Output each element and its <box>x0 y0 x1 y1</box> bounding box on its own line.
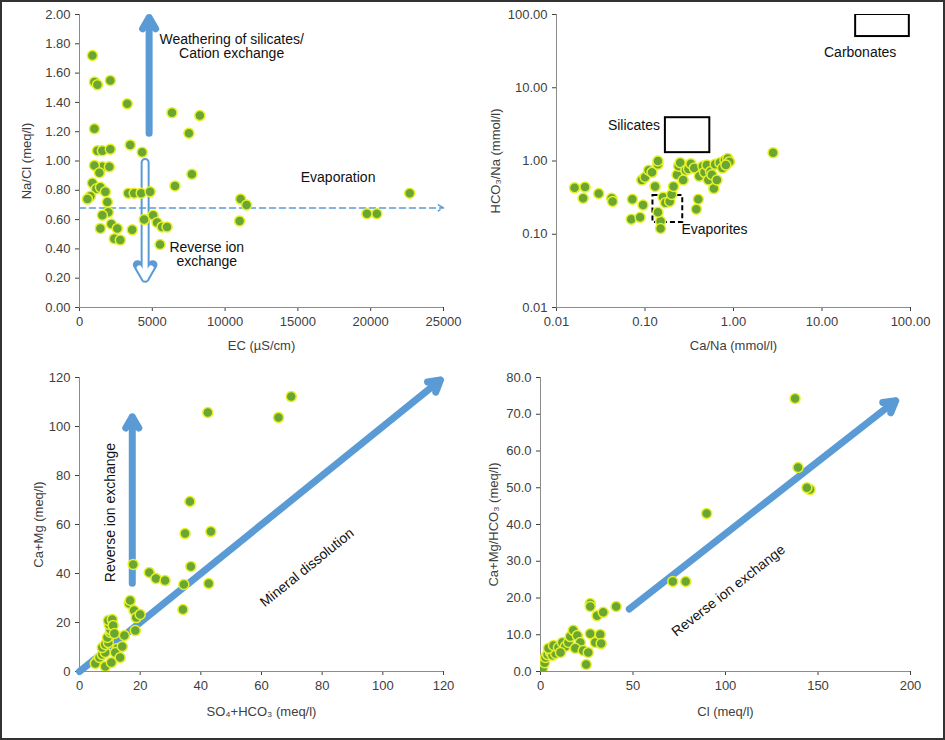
svg-text:20: 20 <box>133 678 147 693</box>
svg-text:25000: 25000 <box>425 314 461 329</box>
svg-text:Reverse ionexchange: Reverse ionexchange <box>169 239 244 269</box>
svg-text:30.0: 30.0 <box>506 553 531 568</box>
svg-text:80: 80 <box>315 678 329 693</box>
svg-text:100.00: 100.00 <box>508 7 548 22</box>
svg-text:20.0: 20.0 <box>506 590 531 605</box>
svg-text:100: 100 <box>49 419 71 434</box>
svg-text:120: 120 <box>49 370 71 385</box>
svg-text:0.60: 0.60 <box>45 212 70 227</box>
svg-text:0.10: 0.10 <box>632 314 657 329</box>
svg-text:Ca+Mg (meq/l): Ca+Mg (meq/l) <box>31 481 46 567</box>
svg-text:0.0: 0.0 <box>513 664 531 679</box>
svg-text:0: 0 <box>63 664 70 679</box>
svg-text:60: 60 <box>254 678 268 693</box>
svg-text:1.60: 1.60 <box>45 65 70 80</box>
svg-text:100: 100 <box>372 678 394 693</box>
svg-text:0: 0 <box>76 678 83 693</box>
svg-text:40.0: 40.0 <box>506 517 531 532</box>
svg-text:100: 100 <box>715 678 737 693</box>
svg-text:10.00: 10.00 <box>515 80 548 95</box>
svg-text:Reverse ion exchange: Reverse ion exchange <box>668 541 788 640</box>
svg-text:0.10: 0.10 <box>522 226 547 241</box>
svg-text:1.80: 1.80 <box>45 36 70 51</box>
svg-text:EC (µS/cm): EC (µS/cm) <box>228 338 295 353</box>
svg-text:20: 20 <box>56 615 70 630</box>
svg-text:20000: 20000 <box>353 314 389 329</box>
svg-text:Mineral dissolution: Mineral dissolution <box>257 525 357 610</box>
svg-text:100.00: 100.00 <box>891 314 931 329</box>
svg-text:0.01: 0.01 <box>544 314 569 329</box>
svg-text:Weathering of silicates/Cation: Weathering of silicates/Cation exchange <box>159 31 304 61</box>
svg-text:50: 50 <box>626 678 640 693</box>
svg-text:50.0: 50.0 <box>506 480 531 495</box>
svg-text:80: 80 <box>56 468 70 483</box>
svg-text:Evaporites: Evaporites <box>681 221 747 237</box>
svg-text:150: 150 <box>807 678 829 693</box>
svg-text:Ca+Mg/HCO₃ (meq/l): Ca+Mg/HCO₃ (meq/l) <box>486 462 501 586</box>
svg-text:15000: 15000 <box>280 314 316 329</box>
svg-text:Ca/Na (mmol/l): Ca/Na (mmol/l) <box>690 338 777 353</box>
svg-text:1.40: 1.40 <box>45 95 70 110</box>
svg-text:60.0: 60.0 <box>506 443 531 458</box>
svg-text:120: 120 <box>433 678 455 693</box>
svg-text:Reverse ion exchange: Reverse ion exchange <box>102 443 118 583</box>
svg-text:SO₄+HCO₃ (meq/l): SO₄+HCO₃ (meq/l) <box>207 704 317 719</box>
svg-text:10.00: 10.00 <box>806 314 839 329</box>
svg-text:40: 40 <box>194 678 208 693</box>
svg-text:5000: 5000 <box>138 314 167 329</box>
svg-text:Cl (meq/l): Cl (meq/l) <box>697 704 753 719</box>
svg-text:2.00: 2.00 <box>45 7 70 22</box>
svg-text:80.0: 80.0 <box>506 370 531 385</box>
svg-text:1.20: 1.20 <box>45 124 70 139</box>
svg-text:0: 0 <box>76 314 83 329</box>
svg-text:1.00: 1.00 <box>45 153 70 168</box>
svg-text:10000: 10000 <box>207 314 243 329</box>
svg-text:0.00: 0.00 <box>45 300 70 315</box>
svg-text:HCO₃/Na (mmol/l): HCO₃/Na (mmol/l) <box>488 109 503 214</box>
svg-text:Silicates: Silicates <box>608 117 660 133</box>
svg-text:0: 0 <box>537 678 544 693</box>
svg-text:Evaporation: Evaporation <box>301 169 376 185</box>
svg-text:0.40: 0.40 <box>45 241 70 256</box>
svg-text:70.0: 70.0 <box>506 406 531 421</box>
svg-text:1.00: 1.00 <box>522 153 547 168</box>
svg-text:200: 200 <box>900 678 922 693</box>
svg-text:60: 60 <box>56 517 70 532</box>
svg-text:40: 40 <box>56 566 70 581</box>
svg-text:Na/Cl (meq/l): Na/Cl (meq/l) <box>19 123 34 200</box>
svg-text:1.00: 1.00 <box>721 314 746 329</box>
svg-text:Carbonates: Carbonates <box>824 44 896 60</box>
svg-text:0.80: 0.80 <box>45 182 70 197</box>
svg-text:0.20: 0.20 <box>45 270 70 285</box>
svg-text:0.01: 0.01 <box>522 300 547 315</box>
svg-text:10.0: 10.0 <box>506 627 531 642</box>
